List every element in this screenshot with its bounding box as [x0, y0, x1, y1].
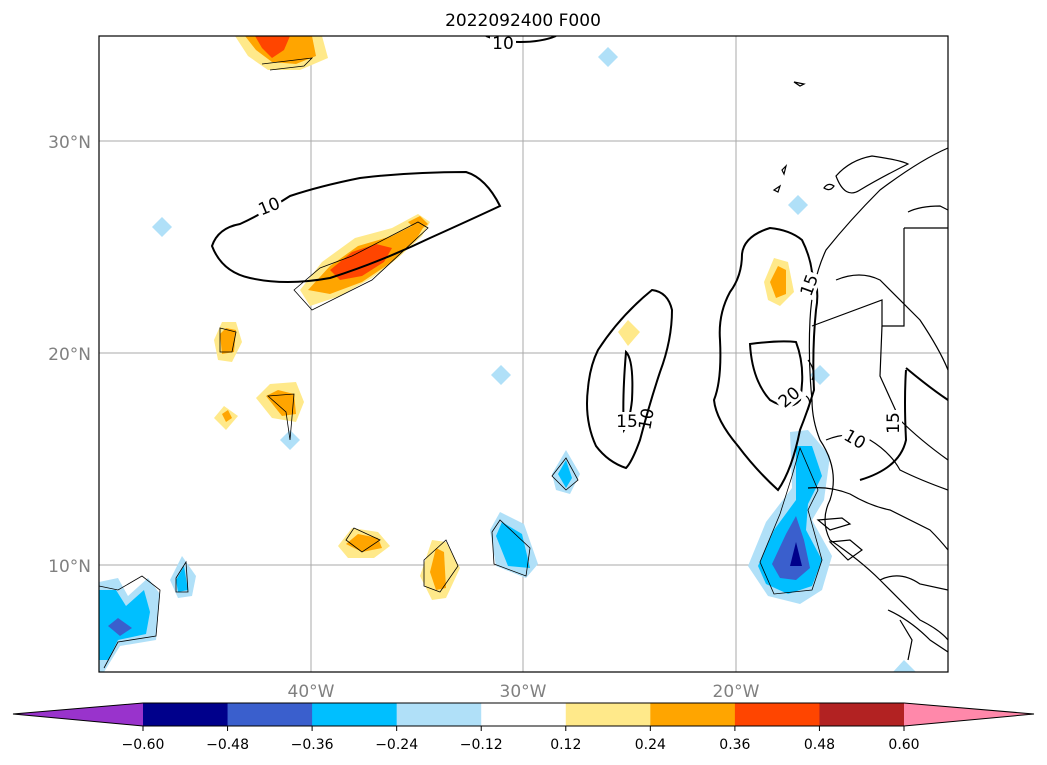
colorbar-bin-3 [396, 703, 482, 726]
warm-patch-east [618, 320, 640, 346]
contour-15-coast [712, 226, 819, 492]
latitude-labels: 10°N 20°N 30°N [48, 133, 91, 577]
colorbar-tick-label: 0.36 [719, 737, 750, 753]
warm-patch-coast-core [770, 266, 786, 298]
warm-patch-north [235, 36, 328, 70]
contour-label-15-central: 15 [616, 412, 638, 432]
colorbar: −0.60 −0.48 −0.36 −0.24 −0.12 0.12 0.24 0.36 0.4… [12, 702, 1035, 753]
cold-patch-west-core [176, 566, 188, 592]
map-panel: 10 10 15 10 15 20 10 15 [98, 34, 949, 673]
contour-15-east-b [859, 369, 908, 481]
colorbar-tick-label: −0.48 [206, 737, 249, 753]
warm-patch-sw-core [222, 410, 232, 422]
lat-label-20n: 20°N [48, 345, 91, 365]
lon-label-20w: 20°W [713, 682, 760, 702]
cold-patch-south-core [496, 522, 530, 568]
patch-outlines [99, 57, 823, 669]
lon-label-30w: 30°W [500, 682, 547, 702]
colorbar-bin-0 [143, 703, 229, 726]
colorbar-extend-max [904, 703, 1034, 726]
colorbar-bin-1 [227, 703, 313, 726]
colorbar-tick-label: 0.48 [804, 737, 835, 753]
colorbar-bins [143, 703, 905, 726]
coastlines [772, 81, 948, 661]
cold-dot-4 [788, 195, 808, 215]
colorbar-tick-label: −0.24 [375, 737, 418, 753]
colorbar-tick-label: −0.60 [122, 737, 165, 753]
colorbar-bin-5 [565, 703, 651, 726]
colorbar-bin-7 [734, 703, 820, 726]
map-title: 2022092400 F000 [445, 11, 601, 31]
cold-patch-southwest-core [108, 618, 132, 636]
colorbar-bin-8 [819, 703, 905, 726]
colorbar-extend-min [13, 703, 143, 726]
colorbar-tick-label: −0.12 [460, 737, 503, 753]
warm-patch-sse-core [430, 548, 446, 590]
colorbar-tick-label: −0.36 [291, 737, 334, 753]
contour-label-10-north: 10 [492, 34, 514, 54]
colorbar-bin-4 [481, 703, 567, 726]
warm-patch-mid-core [266, 390, 296, 416]
lat-label-10n: 10°N [48, 557, 91, 577]
lon-label-40w: 40°W [288, 682, 335, 702]
filled-contours [99, 36, 916, 672]
contour-10-central [586, 288, 674, 470]
contour-15-east [905, 367, 948, 401]
contour-label-15-east: 15 [884, 412, 904, 434]
cold-dot-1 [152, 217, 172, 237]
cold-dot-5 [810, 365, 830, 385]
colorbar-bin-2 [312, 703, 398, 726]
map-frame [98, 35, 949, 673]
warm-patch-south-core [346, 534, 382, 552]
warm-patch-west-core [220, 328, 236, 354]
longitude-labels: 40°W 30°W 20°W [288, 682, 760, 702]
contour-20-coast [748, 340, 804, 407]
colorbar-tick-label: 0.24 [635, 737, 666, 753]
cold-dot-7 [893, 660, 916, 672]
contour-label-10-central: 10 [635, 407, 658, 432]
warm-patch-central [300, 214, 430, 306]
colorbar-tick-label: 0.12 [550, 737, 581, 753]
cold-patch-mid-core [558, 460, 572, 488]
cold-dot-3 [491, 365, 511, 385]
lat-label-30n: 30°N [48, 133, 91, 153]
colorbar-bin-6 [650, 703, 736, 726]
cold-dot-2 [598, 47, 618, 67]
colorbar-ticks: −0.60 −0.48 −0.36 −0.24 −0.12 0.12 0.24 0.36 0.4… [122, 726, 920, 753]
cold-patch-coast-core [790, 542, 802, 566]
colorbar-tick-label: 0.60 [888, 737, 919, 753]
